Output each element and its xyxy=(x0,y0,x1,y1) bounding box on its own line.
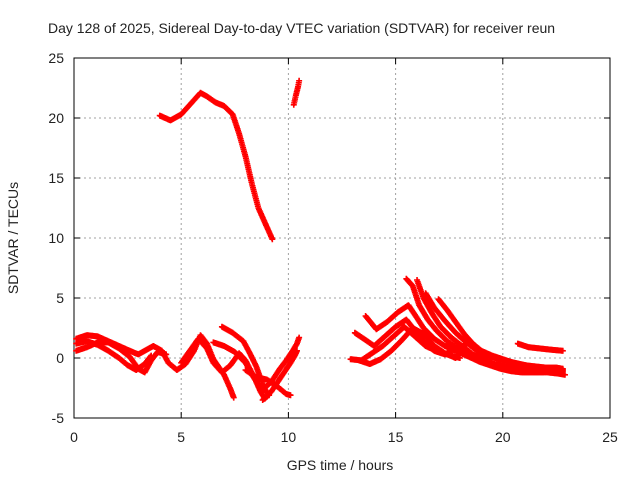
x-tick-labels: 0 5 10 15 20 25 xyxy=(70,429,618,445)
data-point xyxy=(559,365,566,372)
series-track-14 xyxy=(356,325,459,367)
series-track-10 xyxy=(257,334,303,395)
y-tick-label: 5 xyxy=(56,290,64,306)
x-tick-label: 25 xyxy=(602,429,618,445)
data-point xyxy=(147,353,154,360)
data-point xyxy=(296,334,303,341)
data-point xyxy=(230,394,237,401)
y-tick-label: -5 xyxy=(52,410,65,426)
data-point xyxy=(293,347,300,354)
series-track-5 xyxy=(73,338,155,373)
x-tick-label: 10 xyxy=(281,429,297,445)
chart-title: Day 128 of 2025, Sidereal Day-to-day VTE… xyxy=(48,20,555,36)
y-tick-labels: -5 0 5 10 15 20 25 xyxy=(48,50,64,426)
x-tick-label: 0 xyxy=(70,429,78,445)
y-tick-label: 20 xyxy=(48,110,64,126)
series-track-1 xyxy=(156,89,276,243)
x-tick-label: 15 xyxy=(388,429,404,445)
data-point xyxy=(148,352,155,359)
y-tick-label: 25 xyxy=(48,50,64,66)
series-track-11 xyxy=(259,347,300,403)
y-tick-label: 10 xyxy=(48,230,64,246)
grid-lines xyxy=(74,58,610,418)
series-track-19 xyxy=(435,296,566,372)
data-point xyxy=(452,355,459,361)
series-track-20 xyxy=(514,340,566,354)
axis-ticks xyxy=(73,57,611,419)
x-axis-label: GPS time / hours xyxy=(287,457,394,473)
series-track-17 xyxy=(414,277,568,378)
x-tick-label: 5 xyxy=(177,429,185,445)
data-point xyxy=(287,392,294,399)
y-axis-label: SDTVAR / TECUs xyxy=(5,182,21,294)
data-point xyxy=(163,351,170,358)
data-series xyxy=(73,77,568,403)
x-tick-label: 20 xyxy=(495,429,511,445)
data-point xyxy=(561,371,568,378)
y-tick-label: 0 xyxy=(56,350,64,366)
series-track-9 xyxy=(242,367,294,399)
data-point xyxy=(559,347,566,354)
data-point xyxy=(269,236,276,243)
data-point xyxy=(296,77,303,84)
series-track-2 xyxy=(290,77,303,108)
y-tick-label: 15 xyxy=(48,170,64,186)
